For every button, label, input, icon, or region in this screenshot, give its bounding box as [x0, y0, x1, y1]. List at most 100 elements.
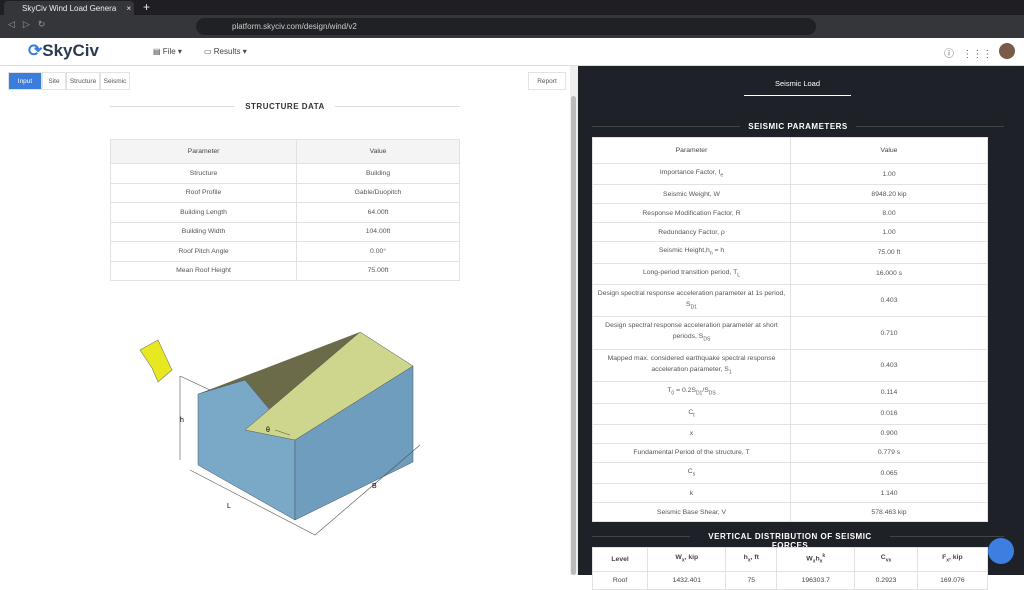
text-part: C: [688, 408, 694, 416]
value-cell: 8.00: [790, 203, 988, 224]
row: Cs 0.065: [592, 461, 988, 485]
parameter-cell: Design spectral response acceleration pa…: [592, 316, 791, 350]
row: Building Width 104.00ft: [109, 221, 460, 242]
wind-arrow: [139, 339, 173, 383]
tab[interactable]: Structure: [66, 72, 100, 90]
results-menu[interactable]: ▭ Results ▾: [204, 47, 247, 56]
menu-label: Results: [213, 47, 241, 56]
parameter-cell: x: [592, 423, 791, 444]
cell: 104.00ft: [296, 221, 460, 242]
building-diagram: h θ B L: [139, 331, 421, 536]
logo[interactable]: ⟳SkyCiv: [28, 41, 99, 60]
text-part: W: [806, 555, 813, 563]
header-cell: Wxhxk: [776, 547, 856, 572]
tab[interactable]: Seismic: [100, 72, 130, 90]
text-part: k: [822, 553, 826, 559]
value-cell: 16.000 s: [790, 262, 988, 286]
parameter-cell: Long-period transition period, TL: [592, 262, 791, 286]
chat-button[interactable]: [988, 538, 1014, 564]
value-cell: 1.00: [790, 222, 988, 243]
text-part: Seismic Base Shear, V: [656, 508, 727, 516]
new-tab[interactable]: +: [143, 0, 151, 14]
parameter-cell: Mapped max. considered earthquake spectr…: [592, 348, 791, 383]
row: Ct 0.016: [592, 402, 988, 425]
text-part: C: [880, 554, 886, 562]
value-cell: 0.114: [790, 381, 988, 404]
nav-buttons[interactable]: ◁▷↻: [8, 19, 54, 29]
text-part: 1: [728, 369, 732, 376]
cell: 0.00°: [296, 241, 460, 262]
label-h: h: [180, 417, 184, 424]
row: Building Length 64.00ft: [109, 202, 460, 223]
text-part: vx: [885, 557, 892, 564]
text-part: /S: [702, 387, 709, 395]
row: Importance Factor, Ie 1.00: [592, 162, 988, 186]
row: Long-period transition period, TL 16.000 …: [592, 262, 988, 286]
value-cell: 1.140: [790, 483, 988, 504]
text-part: Importance Factor, I: [659, 169, 721, 176]
text-part: x: [812, 558, 816, 565]
row: x 0.900: [592, 423, 988, 444]
text-part: t: [693, 411, 695, 418]
tab[interactable]: Site: [42, 72, 66, 90]
cell: 196303.7: [776, 570, 856, 590]
row: Redundancy Factor, ρ 1.00: [592, 222, 988, 243]
scrollbar[interactable]: [570, 66, 578, 575]
row: Seismic Weight, W 8948.20 kip: [592, 184, 988, 205]
cell: Structure: [109, 163, 298, 184]
text-part: = h: [712, 247, 725, 255]
parameter-cell: Importance Factor, Ie: [592, 162, 791, 186]
parameter-cell: Redundancy Factor, ρ: [592, 222, 791, 243]
row: Mean Roof Height 75.00ft: [109, 260, 460, 281]
text-part: L: [737, 272, 741, 279]
text-part: DS: [708, 390, 716, 397]
value-cell: 0.403: [790, 348, 988, 383]
text-part: Level: [611, 555, 629, 563]
browser-tab[interactable]: SkyCiv Wind Load Genera ×: [4, 1, 134, 15]
text-part: Mapped max. considered earthquake spectr…: [607, 354, 776, 373]
cell: Roof Pitch Angle: [109, 241, 298, 262]
text-part: Response Modification Factor, R: [642, 209, 741, 217]
row: Roof Profile Gable/Duopitch: [109, 182, 460, 203]
text-part: D1: [690, 304, 697, 311]
cell: Building Length: [109, 202, 298, 223]
avatar[interactable]: [999, 43, 1015, 59]
row: k 1.140: [592, 483, 988, 504]
header-row: Parameter Value: [109, 139, 460, 164]
cell: 1432.401: [647, 570, 727, 590]
file-menu[interactable]: ▤ File ▾: [153, 47, 182, 56]
row: Roof 1432.401 75 196303.7 0.2923 169.076: [591, 570, 989, 590]
text-part: DS: [703, 336, 711, 343]
text-part: 0: [671, 390, 675, 397]
parameter-cell: Ct: [592, 402, 791, 425]
tab-label: Site: [48, 78, 60, 85]
row: Structure Building: [109, 163, 460, 184]
cell: Gable/Duopitch: [296, 182, 460, 203]
cell: Building: [296, 163, 460, 184]
url: platform.skyciv.com/design/wind/v2: [232, 22, 357, 31]
tab[interactable]: Input: [8, 72, 42, 90]
text-part: , ft: [750, 554, 759, 562]
header-icons[interactable]: ⓘ ⋮⋮⋮: [944, 49, 993, 60]
text-part: W: [675, 554, 682, 562]
report-tab[interactable]: Report: [528, 72, 566, 90]
label-theta: θ: [266, 427, 270, 434]
value-cell: 578.463 kip: [790, 502, 988, 523]
dimension-lines: [179, 375, 421, 536]
section-title: VERTICAL DISTRIBUTION OF SEISMIC FORCES: [690, 532, 890, 550]
text-part: x: [681, 557, 685, 564]
parameter-cell: k: [592, 483, 791, 504]
row: Mapped max. considered earthquake spectr…: [592, 348, 988, 383]
parameter-cell: Response Modification Factor, R: [592, 203, 791, 224]
url-box[interactable]: platform.skyciv.com/design/wind/v2: [196, 18, 816, 35]
row: Design spectral response acceleration pa…: [592, 316, 988, 350]
seismic-tab[interactable]: Seismic Load: [744, 79, 851, 96]
cell: Mean Roof Height: [109, 260, 298, 281]
header-cell: Parameter: [109, 139, 298, 164]
text-part: T: [667, 387, 672, 395]
parameter-cell: Seismic Base Shear, V: [592, 502, 791, 523]
row: Roof Pitch Angle 0.00°: [109, 241, 460, 262]
tab-label: Report: [537, 78, 557, 85]
row: Seismic Base Shear, V 578.463 kip: [592, 502, 988, 523]
